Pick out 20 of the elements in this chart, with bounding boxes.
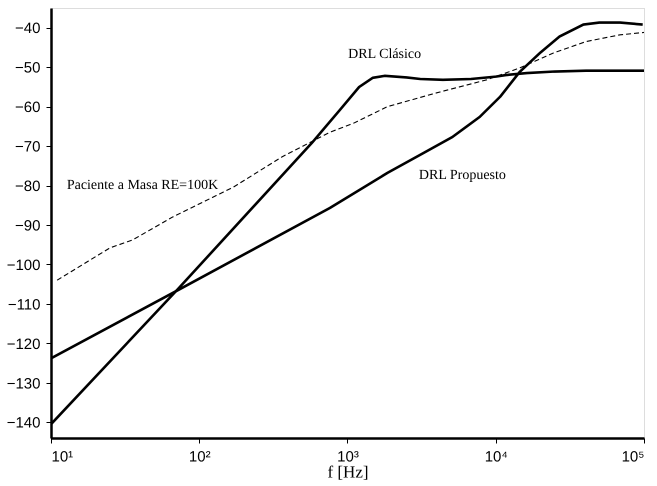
y-tick-label: −80 <box>15 178 40 196</box>
x-tick-label: 10⁴ <box>484 448 508 466</box>
x-tick-label: 10¹ <box>52 448 74 466</box>
x-tick-label: 10³ <box>337 448 359 466</box>
y-tick-label: −120 <box>6 336 40 353</box>
y-tick-label: −70 <box>15 138 40 156</box>
x-axis-title: f [Hz] <box>327 462 369 482</box>
y-tick-label: −130 <box>6 375 40 392</box>
y-tick-label: −110 <box>8 296 40 314</box>
series-label: Paciente a Masa RE=100K <box>66 178 218 194</box>
series-label: DRL Clásico <box>348 46 422 62</box>
x-tick-label: 10² <box>188 448 211 466</box>
series-label: DRL Propuesto <box>418 168 506 183</box>
y-tick-label: −50 <box>15 60 40 77</box>
y-tick-label: −40 <box>15 20 40 38</box>
x-tick-label: 10⁵ <box>622 448 644 466</box>
y-tick-label: −60 <box>15 99 40 116</box>
y-tick-label: −140 <box>6 414 40 432</box>
y-tick-label: −90 <box>15 217 40 234</box>
y-tick-label: −100 <box>6 256 40 274</box>
